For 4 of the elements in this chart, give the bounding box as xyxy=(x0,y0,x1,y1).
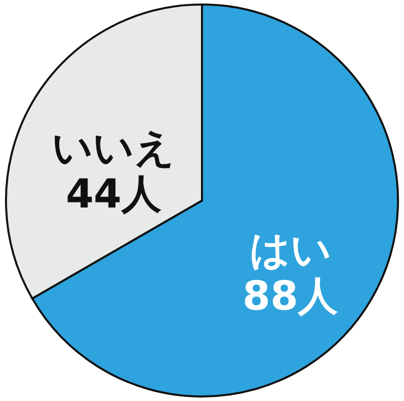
data-label: 88人 xyxy=(242,274,340,320)
data-label: 44人 xyxy=(66,172,162,218)
slice-label: いいえ xyxy=(52,126,176,172)
slice-label: はい xyxy=(249,228,332,274)
